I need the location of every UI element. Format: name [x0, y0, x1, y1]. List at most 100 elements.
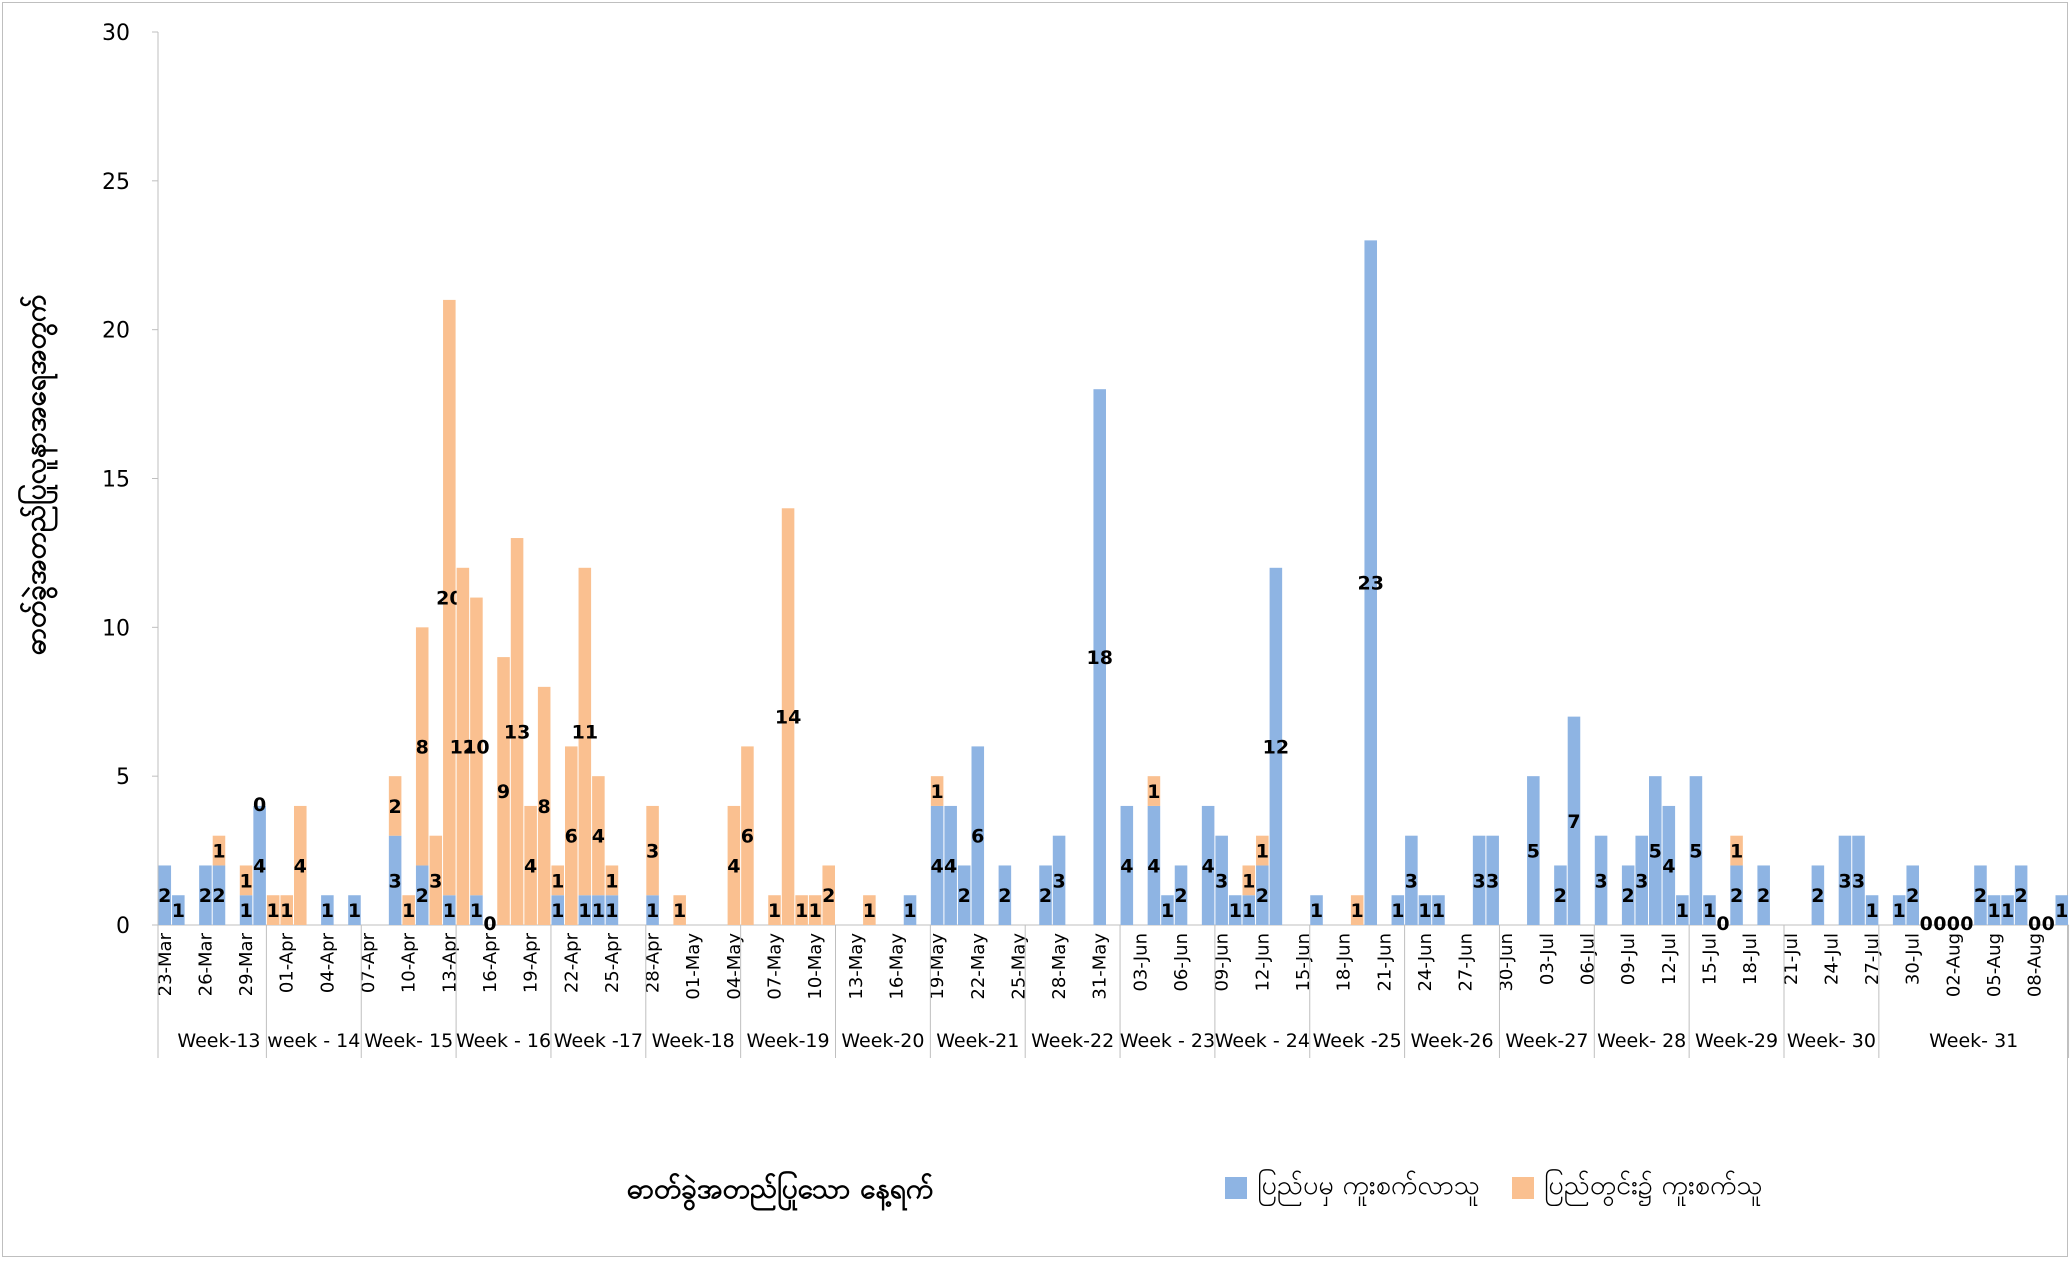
- data-label-local: 8: [538, 796, 551, 818]
- bar-local: [727, 805, 741, 925]
- y-axis-title: ဓာတ်ခွဲအတည်ပြုလူနာအရေအတွက်: [19, 294, 52, 656]
- data-label-local: 1: [1256, 841, 1269, 863]
- data-label-local: 4: [294, 855, 307, 877]
- x-date-label: 12-Jul: [1659, 933, 1680, 985]
- data-label-imported: 4: [931, 855, 944, 877]
- bar-imported: [2001, 895, 2014, 925]
- x-date-label: 18-Jun: [1334, 933, 1355, 992]
- data-label-imported: 2: [199, 885, 212, 907]
- legend-item-local: ပြည်တွင်း၌ ကူးစက်သူ: [1511, 1168, 1763, 1208]
- data-label-local: 0: [2042, 913, 2055, 935]
- data-label-local: 0: [1947, 913, 1960, 935]
- bar-imported: [1201, 805, 1215, 925]
- data-label-local: 11: [572, 722, 598, 744]
- data-label-local: 0: [1960, 913, 1973, 935]
- bar-local: [795, 895, 808, 925]
- x-date-label: 13-Apr: [439, 932, 460, 993]
- data-label-local: 1: [1351, 900, 1364, 922]
- week-label: Week-21: [936, 1030, 1019, 1052]
- x-date-label: 08-Aug: [2025, 933, 2046, 997]
- bar-imported: [605, 895, 619, 925]
- bar-imported: [388, 835, 402, 925]
- x-date-label: 23-Mar: [155, 932, 176, 996]
- bar-imported: [348, 895, 361, 925]
- x-date-label: 19-May: [927, 933, 948, 1000]
- bar-local: [239, 865, 253, 896]
- data-label-imported: 3: [1405, 870, 1418, 892]
- bar-imported: [1649, 776, 1662, 925]
- bar-imported: [957, 865, 971, 925]
- week-label: Week-20: [841, 1030, 924, 1052]
- x-date-label: 25-Apr: [602, 932, 623, 993]
- week-label: Week -17: [554, 1030, 643, 1052]
- bar-imported: [199, 865, 212, 925]
- week-label: Week-26: [1410, 1030, 1493, 1052]
- data-label-imported: 1: [903, 900, 916, 922]
- bar-imported: [1364, 240, 1377, 925]
- bar-local: [822, 865, 835, 925]
- data-label-local: 1: [795, 900, 808, 922]
- bar-imported: [1432, 895, 1445, 925]
- bar-local: [429, 835, 443, 925]
- bar-local: [578, 567, 592, 896]
- week-label: Week-27: [1505, 1030, 1588, 1052]
- bar-local: [605, 865, 619, 896]
- legend-label-imported: ပြည်ပမှ ကူးစက်လာသူ: [1257, 1170, 1480, 1201]
- data-label-imported: 1: [646, 900, 659, 922]
- bar-imported: [1987, 895, 2001, 925]
- data-label-imported: 4: [944, 855, 957, 877]
- bar-local: [673, 895, 686, 925]
- data-label-imported: 1: [470, 900, 483, 922]
- bar-imported: [1228, 895, 1242, 925]
- data-label-local: 1: [1242, 870, 1255, 892]
- data-label-local: 1: [1147, 781, 1160, 803]
- week-label: week - 14: [267, 1030, 360, 1052]
- bar-imported: [1676, 895, 1689, 925]
- data-label-imported: 5: [1649, 841, 1662, 863]
- x-date-label: 01-Apr: [277, 932, 298, 993]
- week-label: Week - 24: [1215, 1030, 1310, 1052]
- data-label-imported: 2: [416, 885, 429, 907]
- x-date-label: 15-Jun: [1293, 933, 1314, 992]
- data-label-imported: 1: [551, 900, 564, 922]
- bar-local: [415, 627, 429, 866]
- bar-local: [1730, 835, 1743, 866]
- x-date-label: 04-May: [724, 933, 745, 1000]
- data-label-imported: 1: [1310, 900, 1323, 922]
- data-label-imported: 2: [212, 885, 225, 907]
- data-label-local: 6: [565, 826, 578, 848]
- bar-imported: [971, 746, 985, 925]
- week-label: Week-13: [177, 1030, 260, 1052]
- y-tick-label: 25: [102, 170, 130, 195]
- bar-imported: [1852, 835, 1865, 925]
- bar-imported: [2055, 895, 2069, 925]
- x-date-label: 07-Apr: [358, 932, 379, 993]
- data-label-imported: 2: [1906, 885, 1919, 907]
- bar-imported: [1472, 835, 1486, 925]
- data-label-imported: 3: [1852, 870, 1865, 892]
- data-label-imported: 1: [1893, 900, 1906, 922]
- bar-imported: [1703, 895, 1716, 925]
- data-label-local: 1: [768, 900, 781, 922]
- data-label-imported: 3: [389, 870, 402, 892]
- data-label-local: 14: [775, 707, 801, 729]
- data-label-imported: 2: [1757, 885, 1770, 907]
- data-label-local: 0: [1716, 913, 1729, 935]
- data-label-imported: 1: [605, 900, 618, 922]
- week-label: Week- 31: [1929, 1030, 2018, 1052]
- bar-local: [510, 538, 524, 925]
- bar-imported: [443, 895, 456, 925]
- bar-local: [1256, 835, 1269, 866]
- y-tick-label: 10: [102, 616, 130, 641]
- bar-local: [470, 597, 483, 896]
- data-label-local: 12: [450, 736, 476, 758]
- data-label-imported: 1: [1703, 900, 1716, 922]
- data-label-local: 6: [741, 826, 754, 848]
- x-date-label: 26-Mar: [195, 932, 216, 996]
- data-label-local: 10: [463, 736, 489, 758]
- data-label-imported: 1: [592, 900, 605, 922]
- bar-imported: [1662, 805, 1676, 925]
- data-label-imported: 4: [253, 855, 266, 877]
- bar-imported: [172, 895, 185, 925]
